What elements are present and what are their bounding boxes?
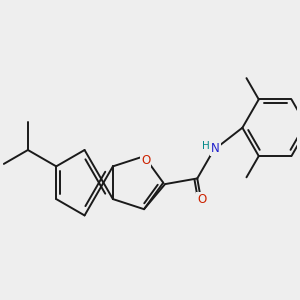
Text: H: H — [202, 141, 209, 151]
Text: O: O — [197, 193, 207, 206]
Text: O: O — [141, 154, 150, 167]
Text: N: N — [211, 142, 220, 155]
